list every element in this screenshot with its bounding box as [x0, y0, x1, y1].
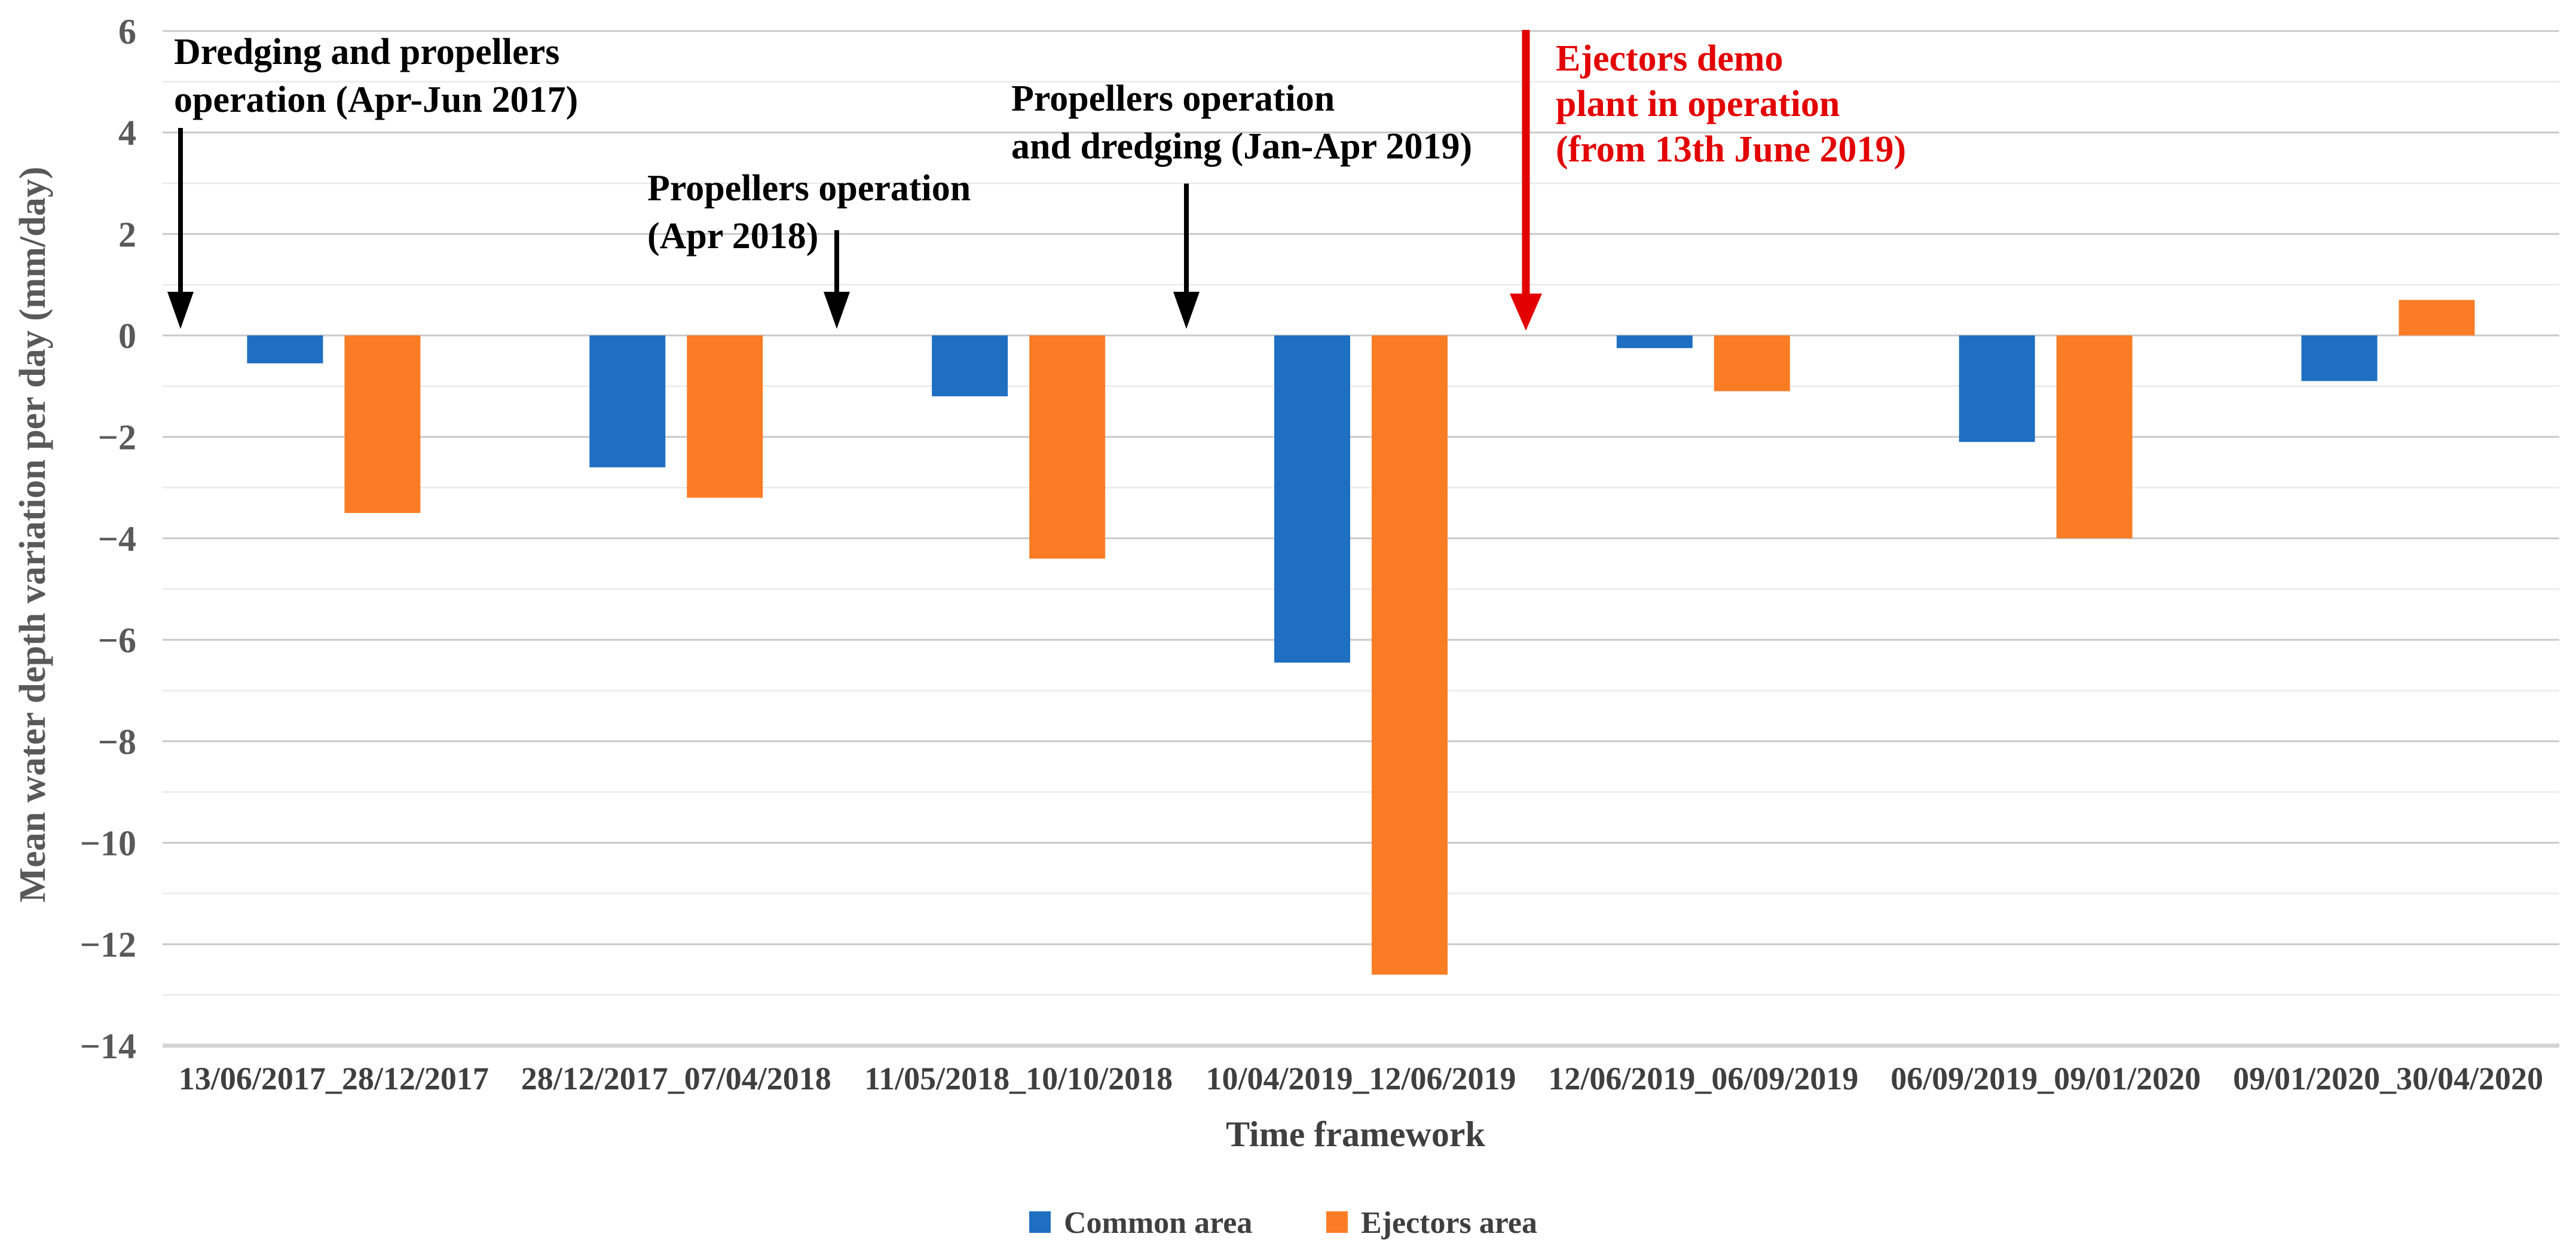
bar-ejectors-area — [687, 335, 763, 498]
y-tick-label: −14 — [80, 1027, 136, 1066]
y-tick-label: −12 — [80, 925, 136, 964]
annotation-text-dredging-propellers-2017: Dredging and propellers — [174, 32, 559, 72]
annotation-text-propellers-dredging-2019: Propellers operation — [1011, 78, 1335, 119]
bar-ejectors-area — [2056, 335, 2133, 539]
x-category-label: 10/04/2019_12/06/2019 — [1206, 1061, 1516, 1097]
bar-ejectors-area — [1372, 335, 1448, 975]
legend-swatch-common-area — [1029, 1211, 1051, 1233]
bar-ejectors-area — [344, 335, 421, 513]
y-tick-label: −2 — [98, 418, 136, 457]
bar-ejectors-area — [1714, 335, 1790, 392]
y-tick-label: 6 — [118, 12, 136, 51]
x-category-label: 13/06/2017_28/12/2017 — [179, 1061, 489, 1097]
legend: Common area Ejectors area — [1029, 1206, 1537, 1240]
x-axis-title: Time framework — [1226, 1114, 1485, 1154]
annotation-text-dredging-propellers-2017: operation (Apr-Jun 2017) — [174, 80, 578, 120]
x-category-label: 09/01/2020_30/04/2020 — [2233, 1061, 2543, 1097]
y-tick-label: −10 — [80, 824, 136, 863]
bar-common-area — [247, 335, 323, 364]
x-category-label: 06/09/2019_09/01/2020 — [1890, 1061, 2201, 1097]
bar-common-area — [1959, 335, 2035, 442]
annotation-arrow-head-propellers-2018 — [824, 292, 850, 329]
x-category-label: 11/05/2018_10/10/2018 — [864, 1061, 1173, 1097]
bar-ejectors-area — [2398, 300, 2475, 335]
annotation-text-ejectors-demo-plant: plant in operation — [1556, 84, 1840, 124]
y-axis-tick-labels: 6 4 2 0 −2 −4 −6 −8 −10 −12 −14 — [80, 12, 136, 1066]
y-tick-label: −6 — [98, 621, 136, 660]
annotations: Dredging and propellers operation (Apr-Ju… — [167, 30, 1906, 331]
y-tick-label: −8 — [98, 722, 136, 762]
bar-ejectors-area — [1029, 335, 1106, 559]
y-tick-label: 2 — [118, 215, 136, 254]
y-tick-label: −4 — [98, 519, 136, 558]
y-axis-title: Mean water depth variation per day (mm/d… — [13, 167, 53, 903]
legend-swatch-ejectors-area — [1326, 1211, 1348, 1233]
annotation-text-ejectors-demo-plant: Ejectors demo — [1556, 38, 1783, 79]
annotation-text-propellers-dredging-2019: and dredging (Jan-Apr 2019) — [1011, 126, 1472, 167]
legend-label-common-area: Common area — [1064, 1206, 1252, 1240]
legend-label-ejectors-area: Ejectors area — [1361, 1206, 1537, 1240]
x-category-label: 28/12/2017_07/04/2018 — [521, 1061, 831, 1097]
annotation-arrow-head-dredging-propellers-2017 — [167, 292, 194, 329]
bar-common-area — [2301, 335, 2378, 381]
gridlines — [163, 30, 2559, 1048]
annotation-text-ejectors-demo-plant: (from 13th June 2019) — [1556, 129, 1906, 170]
y-tick-label: 0 — [118, 316, 136, 356]
x-axis-category-labels: 13/06/2017_28/12/2017 28/12/2017_07/04/20… — [179, 1061, 2543, 1097]
annotation-text-propellers-2018: Propellers operation — [647, 168, 971, 209]
annotation-arrow-head-propellers-dredging-2019 — [1173, 292, 1200, 329]
annotation-arrow-head-ejectors-demo-plant — [1510, 294, 1542, 331]
x-category-label: 12/06/2019_06/09/2019 — [1548, 1061, 1858, 1097]
bar-common-area — [932, 335, 1008, 396]
bar-common-area — [1274, 335, 1350, 663]
annotation-text-propellers-2018: (Apr 2018) — [647, 216, 818, 256]
y-tick-label: 4 — [118, 114, 136, 153]
bar-series — [247, 300, 2475, 975]
bar-common-area — [1616, 335, 1693, 349]
bar-common-area — [589, 335, 666, 468]
